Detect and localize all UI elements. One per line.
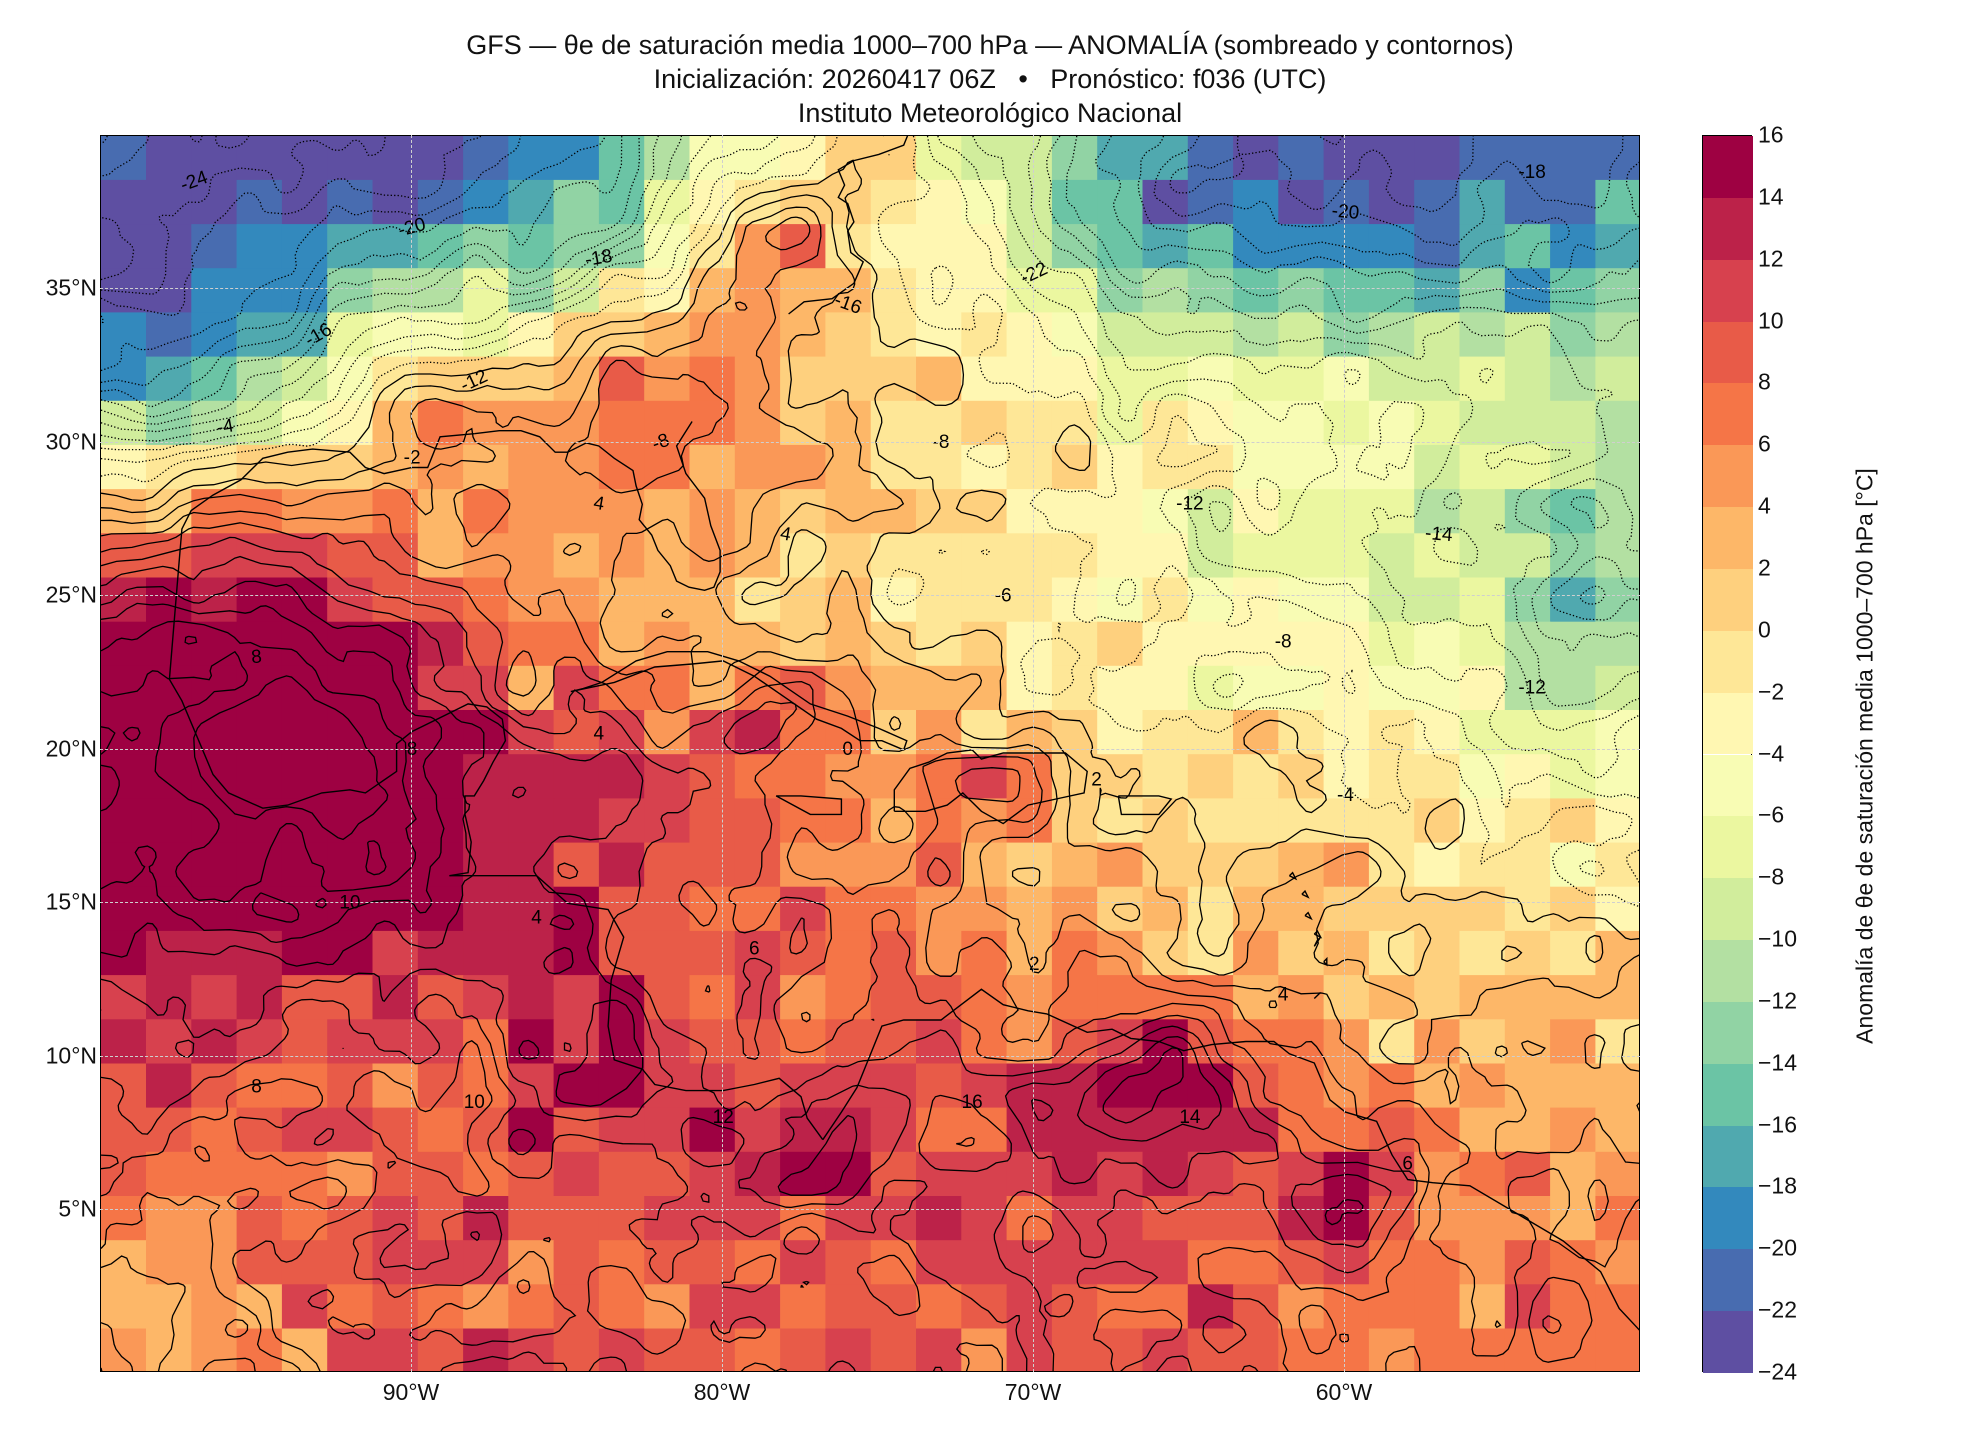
svg-text:4: 4 bbox=[531, 908, 542, 929]
svg-text:4: 4 bbox=[594, 724, 605, 745]
svg-text:-12: -12 bbox=[1176, 493, 1203, 514]
svg-text:10: 10 bbox=[339, 892, 360, 913]
svg-text:8: 8 bbox=[407, 739, 418, 760]
svg-text:-4: -4 bbox=[1337, 785, 1354, 806]
svg-text:16: 16 bbox=[962, 1092, 983, 1113]
svg-text:0: 0 bbox=[842, 739, 853, 760]
svg-text:-18: -18 bbox=[1518, 162, 1545, 183]
svg-text:14: 14 bbox=[1179, 1107, 1201, 1128]
svg-text:6: 6 bbox=[749, 938, 760, 959]
svg-text:-14: -14 bbox=[1424, 523, 1454, 546]
svg-text:-8: -8 bbox=[933, 432, 950, 453]
svg-text:-2: -2 bbox=[404, 447, 421, 468]
svg-text:8: 8 bbox=[251, 1077, 262, 1098]
svg-text:-20: -20 bbox=[1331, 201, 1360, 224]
svg-text:-8: -8 bbox=[1275, 632, 1292, 653]
svg-text:6: 6 bbox=[1402, 1153, 1413, 1174]
svg-text:2: 2 bbox=[1091, 770, 1102, 791]
svg-text:-6: -6 bbox=[995, 585, 1012, 606]
svg-text:12: 12 bbox=[713, 1107, 734, 1128]
svg-text:4: 4 bbox=[1278, 985, 1289, 1006]
svg-text:2: 2 bbox=[1029, 954, 1040, 975]
svg-text:-12: -12 bbox=[1518, 678, 1545, 699]
svg-text:10: 10 bbox=[464, 1092, 485, 1113]
svg-text:8: 8 bbox=[250, 646, 262, 668]
